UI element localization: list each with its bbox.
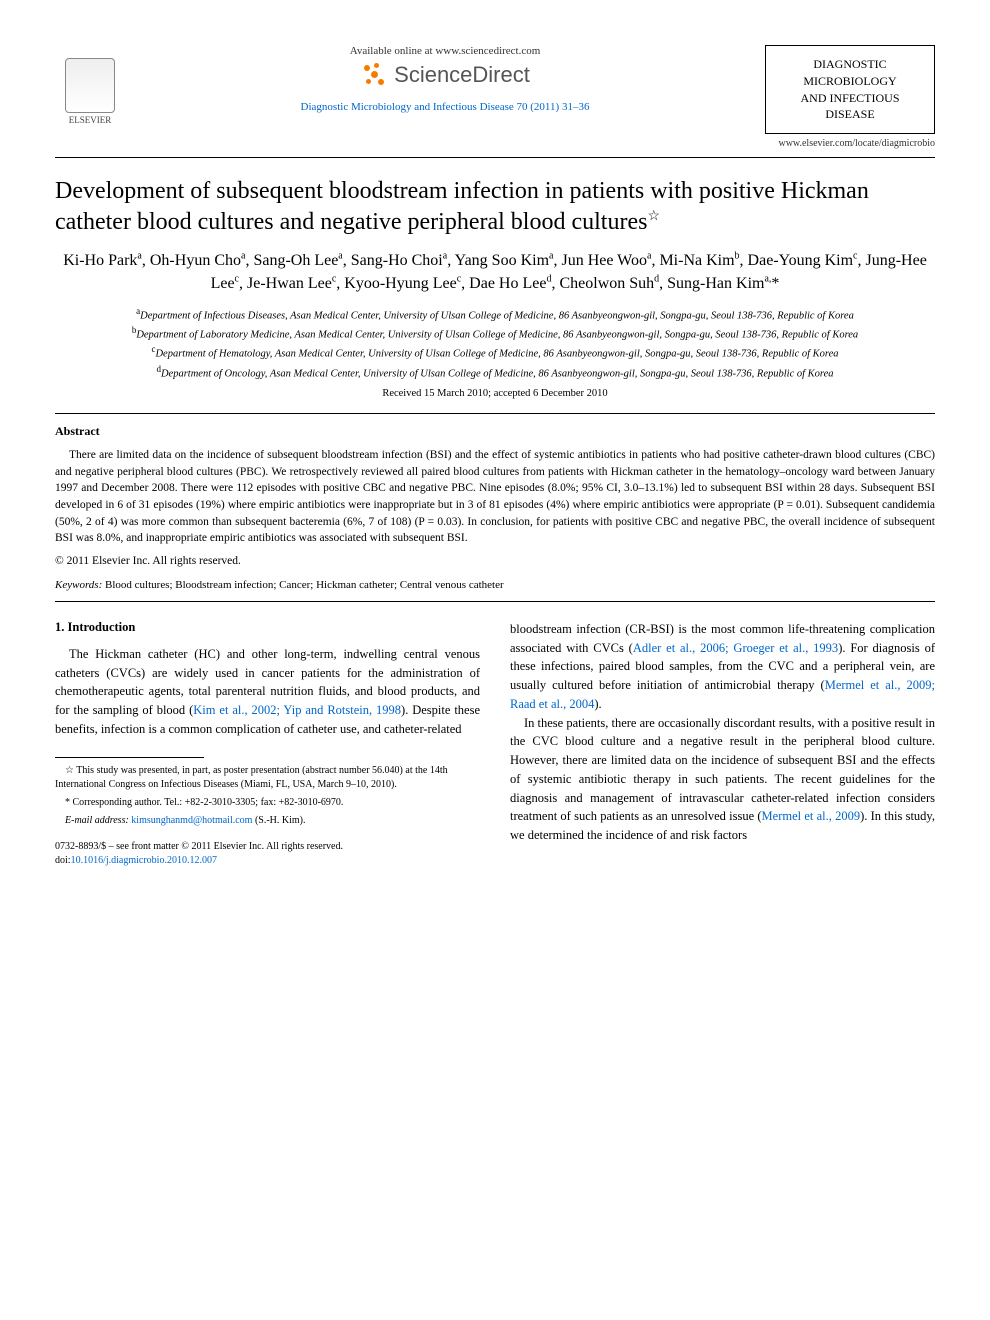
doi-line: doi:10.1016/j.diagmicrobio.2010.12.007 (55, 854, 480, 868)
sciencedirect-branding: ScienceDirect (145, 61, 745, 89)
affiliation: dDepartment of Oncology, Asan Medical Ce… (55, 363, 935, 382)
affiliation: aDepartment of Infectious Diseases, Asan… (55, 305, 935, 324)
body-text-span: ). (594, 697, 601, 711)
elsevier-label: ELSEVIER (69, 115, 112, 125)
issn-block: 0732-8893/$ – see front matter © 2011 El… (55, 840, 480, 868)
elsevier-logo: ELSEVIER (55, 45, 125, 125)
footnote-text: Corresponding author. Tel.: +82-2-3010-3… (73, 797, 344, 808)
affiliation-text: Department of Hematology, Asan Medical C… (155, 349, 838, 360)
journal-line: DISEASE (778, 106, 922, 123)
sciencedirect-icon (360, 61, 388, 89)
intro-paragraph-cont: bloodstream infection (CR-BSI) is the mo… (510, 620, 935, 714)
journal-url: www.elsevier.com/locate/diagmicrobio (765, 138, 935, 149)
center-header: Available online at www.sciencedirect.co… (125, 45, 765, 113)
affiliations: aDepartment of Infectious Diseases, Asan… (55, 305, 935, 382)
email-suffix: (S.-H. Kim). (255, 815, 306, 826)
journal-box: DIAGNOSTIC MICROBIOLOGY AND INFECTIOUS D… (765, 45, 935, 134)
footnote-separator (55, 757, 204, 758)
abstract-label: Abstract (55, 424, 935, 439)
divider (55, 413, 935, 414)
journal-line: DIAGNOSTIC (778, 56, 922, 73)
elsevier-tree-icon (65, 58, 115, 113)
email-label: E-mail address: (65, 815, 129, 826)
right-column: bloodstream infection (CR-BSI) is the mo… (510, 620, 935, 868)
left-column: 1. Introduction The Hickman catheter (HC… (55, 620, 480, 868)
journal-line: AND INFECTIOUS (778, 90, 922, 107)
keywords-text: Blood cultures; Bloodstream infection; C… (105, 579, 504, 591)
section-heading-intro: 1. Introduction (55, 620, 480, 635)
affiliation-text: Department of Oncology, Asan Medical Cen… (161, 368, 834, 379)
citation-link[interactable]: Kim et al., 2002; Yip and Rotstein, 1998 (193, 703, 401, 717)
star-icon: ☆ (65, 765, 74, 776)
article-title: Development of subsequent bloodstream in… (55, 176, 935, 238)
affiliation: bDepartment of Laboratory Medicine, Asan… (55, 324, 935, 343)
intro-paragraph: In these patients, there are occasionall… (510, 714, 935, 845)
abstract-text: There are limited data on the incidence … (55, 447, 935, 547)
footnote-corresponding: * Corresponding author. Tel.: +82-2-3010… (55, 796, 480, 810)
abstract-copyright: © 2011 Elsevier Inc. All rights reserved… (55, 555, 935, 567)
footnote-email: E-mail address: kimsunghanmd@hotmail.com… (55, 814, 480, 828)
affiliation-text: Department of Laboratory Medicine, Asan … (136, 330, 858, 341)
two-column-body: 1. Introduction The Hickman catheter (HC… (55, 620, 935, 868)
citation-link[interactable]: Adler et al., 2006; Groeger et al., 1993 (633, 641, 838, 655)
keywords-label: Keywords: (55, 579, 102, 591)
intro-paragraph: The Hickman catheter (HC) and other long… (55, 645, 480, 739)
divider (55, 157, 935, 158)
received-dates: Received 15 March 2010; accepted 6 Decem… (55, 388, 935, 399)
journal-box-wrapper: DIAGNOSTIC MICROBIOLOGY AND INFECTIOUS D… (765, 45, 935, 149)
available-online-text: Available online at www.sciencedirect.co… (145, 45, 745, 57)
body-text-span: In these patients, there are occasionall… (510, 716, 935, 824)
citation-link[interactable]: Diagnostic Microbiology and Infectious D… (145, 101, 745, 113)
header-row: ELSEVIER Available online at www.science… (55, 45, 935, 149)
citation-link[interactable]: Mermel et al., 2009 (762, 809, 861, 823)
asterisk-icon: * (65, 797, 73, 808)
footnote-text: This study was presented, in part, as po… (55, 765, 448, 790)
title-star-icon: ☆ (647, 209, 660, 224)
issn-line: 0732-8893/$ – see front matter © 2011 El… (55, 840, 480, 854)
footnote-presentation: ☆ This study was presented, in part, as … (55, 764, 480, 792)
keywords-line: Keywords: Blood cultures; Bloodstream in… (55, 579, 935, 591)
authors-list: Ki-Ho Parka, Oh-Hyun Choa, Sang-Oh Leea,… (55, 249, 935, 295)
affiliation-text: Department of Infectious Diseases, Asan … (140, 310, 854, 321)
page-container: ELSEVIER Available online at www.science… (0, 0, 990, 913)
affiliation: cDepartment of Hematology, Asan Medical … (55, 343, 935, 362)
title-text: Development of subsequent bloodstream in… (55, 178, 869, 235)
doi-prefix: doi: (55, 855, 71, 866)
divider (55, 601, 935, 602)
sciencedirect-text: ScienceDirect (394, 62, 530, 88)
email-link[interactable]: kimsunghanmd@hotmail.com (131, 815, 252, 826)
journal-line: MICROBIOLOGY (778, 73, 922, 90)
doi-link[interactable]: 10.1016/j.diagmicrobio.2010.12.007 (71, 855, 217, 866)
